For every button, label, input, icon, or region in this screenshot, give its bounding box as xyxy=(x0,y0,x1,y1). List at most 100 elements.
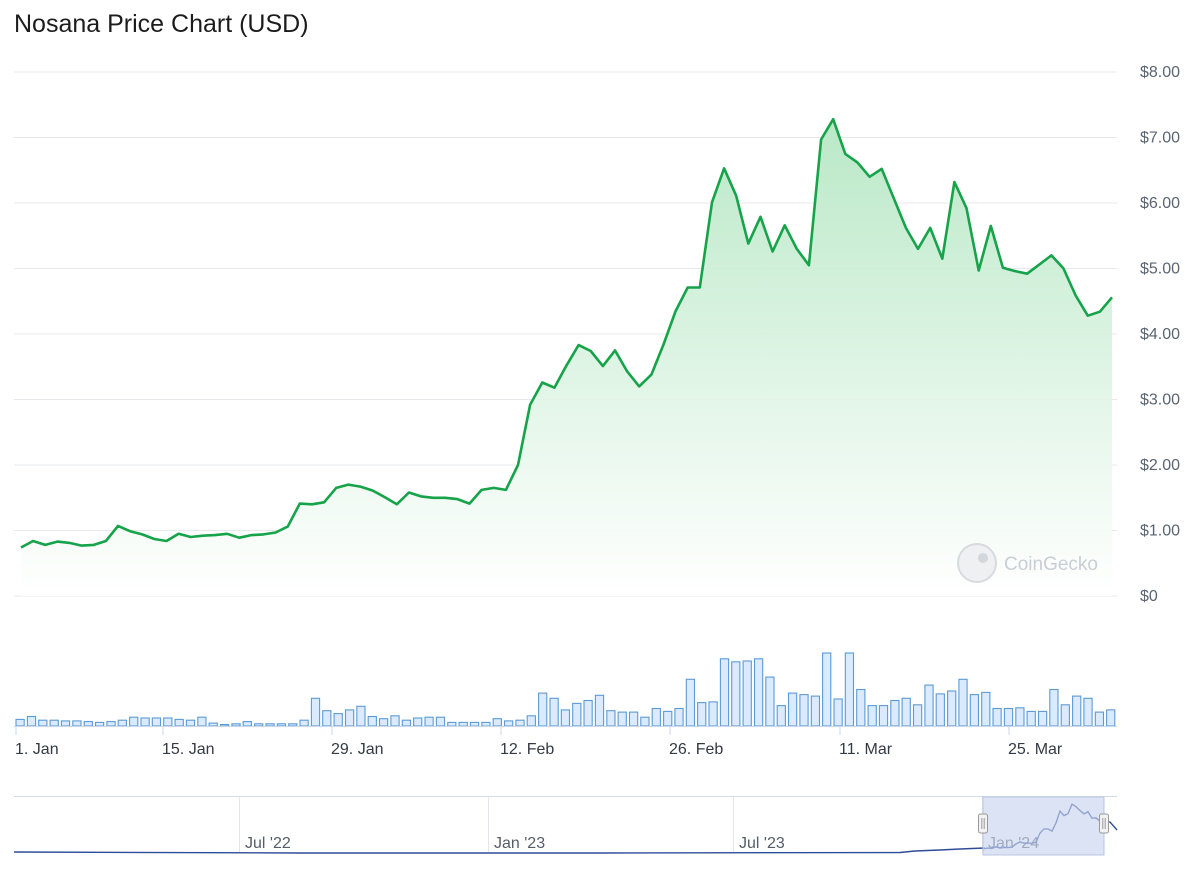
volume-bar xyxy=(469,721,480,727)
volume-bar xyxy=(844,652,855,727)
volume-bar xyxy=(708,701,718,727)
volume-bar xyxy=(242,721,252,727)
navigator-tick-label: Jul '22 xyxy=(245,835,291,852)
y-tick-label: $1.00 xyxy=(1140,523,1180,540)
volume-bar xyxy=(583,699,593,727)
volume-bar xyxy=(185,719,196,727)
volume-bar xyxy=(117,719,127,727)
volume-bar xyxy=(776,705,786,727)
volume-bar xyxy=(367,715,377,727)
volume-bar xyxy=(935,693,945,727)
volume-bar xyxy=(219,723,230,727)
volume-bar xyxy=(833,698,843,727)
volume-bar xyxy=(254,723,264,727)
volume-bar xyxy=(401,719,412,727)
volume-bars xyxy=(14,652,1117,727)
handle-grip[interactable] xyxy=(978,813,988,834)
navigator-tick-label: Jul '23 xyxy=(739,835,785,852)
price-line[interactable] xyxy=(20,117,1113,549)
volume-bar xyxy=(742,660,752,727)
volume-bar xyxy=(492,718,502,727)
navigator-right-handle[interactable] xyxy=(1099,813,1109,834)
volume-bar xyxy=(765,676,775,727)
volume-bar xyxy=(538,692,548,727)
chart-title: Nosana Price Chart (USD) xyxy=(14,10,309,38)
x-tick-label: 11. Mar xyxy=(839,741,893,758)
y-tick-label: $8.00 xyxy=(1140,64,1180,81)
volume-bar xyxy=(83,721,93,727)
volume-bar xyxy=(969,694,980,727)
x-tick-label: 15. Jan xyxy=(162,741,214,758)
volume-bar xyxy=(515,719,525,727)
volume-bar xyxy=(424,716,434,727)
volume-bar xyxy=(435,716,446,727)
volume-bar xyxy=(697,702,707,727)
price-series[interactable] xyxy=(20,117,1113,549)
volume-bar xyxy=(731,661,741,727)
volume-bar xyxy=(447,721,457,727)
volume-bar xyxy=(140,717,150,727)
volume-bar xyxy=(572,702,582,727)
volume-bar xyxy=(924,684,934,727)
volume-bar xyxy=(1049,688,1059,727)
volume-bar xyxy=(163,717,173,727)
volume-bar xyxy=(719,658,730,727)
y-tick-label: $3.00 xyxy=(1140,392,1180,409)
volume-bar xyxy=(94,721,105,727)
volume-bar xyxy=(458,721,468,727)
x-tick-label: 25. Mar xyxy=(1008,741,1063,758)
navigator-line xyxy=(13,803,1118,854)
y-tick-label: $7.00 xyxy=(1140,130,1180,147)
volume-bar xyxy=(594,694,605,727)
volume-bar xyxy=(333,713,343,727)
volume-bar xyxy=(651,707,661,727)
volume-bar xyxy=(1060,704,1070,727)
navigator-left-handle[interactable] xyxy=(978,813,988,834)
navigator-selection[interactable] xyxy=(982,796,1105,856)
volume-bar xyxy=(1072,695,1082,727)
volume-bar xyxy=(753,658,764,727)
volume-bar xyxy=(787,692,798,727)
volume-bar xyxy=(481,721,491,727)
x-tick-label: 12. Feb xyxy=(500,741,554,758)
volume-bar xyxy=(810,695,821,727)
y-axis: $0 $1.00 $2.00 $3.00 $4.00 $5.00 $6.00 $7.00 $8.… xyxy=(1140,64,1180,605)
volume-bar xyxy=(231,723,241,727)
volume-bar xyxy=(38,719,48,727)
price-area xyxy=(21,119,1112,596)
volume-bar xyxy=(26,715,37,727)
volume-bar xyxy=(129,716,139,727)
x-axis: 1. Jan 15. Jan 29. Jan 12. Feb 26. Feb 11. Ma… xyxy=(15,726,1063,758)
volume-bar xyxy=(958,678,968,727)
volume-bar xyxy=(606,710,616,727)
volume-bar xyxy=(674,707,684,727)
x-tick-label: 1. Jan xyxy=(15,741,59,758)
volume-bar xyxy=(947,690,957,727)
volume-bar xyxy=(1094,711,1105,727)
volume-bar xyxy=(878,705,889,727)
y-tick-label: $6.00 xyxy=(1140,195,1180,212)
navigator-tick-label: Jan '23 xyxy=(494,835,545,852)
volume-bar xyxy=(49,719,59,727)
volume-bar xyxy=(208,722,218,727)
volume-bar xyxy=(526,715,536,727)
volume-bar xyxy=(322,710,332,727)
volume-bar xyxy=(1015,707,1025,727)
volume-bar xyxy=(299,719,309,727)
volume-bar xyxy=(992,707,1002,727)
volume-bar xyxy=(413,717,423,727)
volume-bar xyxy=(1083,697,1093,727)
price-area-fill xyxy=(21,119,1112,596)
volume-bar xyxy=(310,697,321,727)
volume-bar xyxy=(685,678,696,727)
volume-bar xyxy=(197,716,207,727)
volume-bar xyxy=(867,705,877,727)
volume-bar xyxy=(981,691,991,727)
volume-bar xyxy=(276,723,287,727)
volume-bar xyxy=(1106,709,1116,727)
volume-bar xyxy=(15,718,25,727)
handle-grip[interactable] xyxy=(1099,813,1109,834)
volume-bar xyxy=(174,718,184,727)
